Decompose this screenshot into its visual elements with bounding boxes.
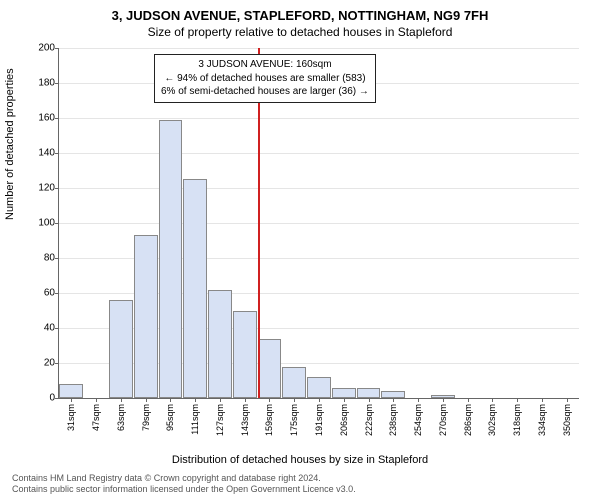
xtick-label: 286sqm xyxy=(463,404,473,436)
footer-line-1: Contains HM Land Registry data © Crown c… xyxy=(12,473,588,485)
ytick-label: 40 xyxy=(44,323,59,334)
gridline xyxy=(59,48,579,49)
xtick-label: 127sqm xyxy=(215,404,225,436)
xtick-mark xyxy=(319,398,320,402)
histogram-bar xyxy=(233,311,257,399)
histogram-bar xyxy=(183,179,207,398)
ytick-label: 160 xyxy=(38,113,59,124)
histogram-bar xyxy=(109,300,133,398)
xtick-label: 95sqm xyxy=(165,404,175,431)
chart-container: 3, JUDSON AVENUE, STAPLEFORD, NOTTINGHAM… xyxy=(0,0,600,500)
histogram-bar xyxy=(381,391,405,398)
histogram-bar xyxy=(159,120,183,398)
annotation-line-3: 6% of semi-detached houses are larger (3… xyxy=(161,85,369,99)
xtick-mark xyxy=(567,398,568,402)
histogram-bar xyxy=(282,367,306,399)
histogram-bar xyxy=(59,384,83,398)
xtick-mark xyxy=(492,398,493,402)
xtick-mark xyxy=(369,398,370,402)
ytick-label: 180 xyxy=(38,78,59,89)
xtick-label: 79sqm xyxy=(141,404,151,431)
gridline xyxy=(59,188,579,189)
xtick-label: 175sqm xyxy=(289,404,299,436)
xtick-mark xyxy=(393,398,394,402)
histogram-bar xyxy=(307,377,331,398)
xtick-label: 318sqm xyxy=(512,404,522,436)
xtick-label: 302sqm xyxy=(487,404,497,436)
gridline xyxy=(59,153,579,154)
xtick-mark xyxy=(220,398,221,402)
ytick-label: 0 xyxy=(49,393,59,404)
xtick-mark xyxy=(121,398,122,402)
xtick-label: 254sqm xyxy=(413,404,423,436)
ytick-label: 60 xyxy=(44,288,59,299)
xtick-mark xyxy=(542,398,543,402)
annotation-box: 3 JUDSON AVENUE: 160sqm ← 94% of detache… xyxy=(154,54,376,103)
y-axis-label: Number of detached properties xyxy=(4,68,16,220)
ytick-label: 20 xyxy=(44,358,59,369)
histogram-bar xyxy=(357,388,381,399)
histogram-bar xyxy=(332,388,356,399)
xtick-mark xyxy=(517,398,518,402)
gridline xyxy=(59,118,579,119)
xtick-label: 206sqm xyxy=(339,404,349,436)
chart-title: 3, JUDSON AVENUE, STAPLEFORD, NOTTINGHAM… xyxy=(0,0,600,23)
annotation-line-2: ← 94% of detached houses are smaller (58… xyxy=(161,72,369,86)
xtick-label: 63sqm xyxy=(116,404,126,431)
xtick-label: 47sqm xyxy=(91,404,101,431)
ytick-label: 200 xyxy=(38,43,59,54)
gridline xyxy=(59,223,579,224)
xtick-mark xyxy=(294,398,295,402)
footer-line-2: Contains public sector information licen… xyxy=(12,484,588,496)
xtick-mark xyxy=(269,398,270,402)
footer-text: Contains HM Land Registry data © Crown c… xyxy=(12,473,588,496)
xtick-mark xyxy=(146,398,147,402)
xtick-mark xyxy=(418,398,419,402)
xtick-label: 31sqm xyxy=(66,404,76,431)
x-axis-label: Distribution of detached houses by size … xyxy=(0,454,600,466)
xtick-mark xyxy=(245,398,246,402)
ytick-label: 100 xyxy=(38,218,59,229)
histogram-bar xyxy=(208,290,232,399)
plot-area: 02040608010012014016018020031sqm47sqm63s… xyxy=(58,48,579,399)
xtick-label: 238sqm xyxy=(388,404,398,436)
xtick-label: 222sqm xyxy=(364,404,374,436)
xtick-mark xyxy=(170,398,171,402)
ytick-label: 140 xyxy=(38,148,59,159)
xtick-mark xyxy=(344,398,345,402)
ytick-label: 80 xyxy=(44,253,59,264)
xtick-label: 350sqm xyxy=(562,404,572,436)
xtick-mark xyxy=(71,398,72,402)
xtick-label: 270sqm xyxy=(438,404,448,436)
xtick-mark xyxy=(96,398,97,402)
xtick-label: 159sqm xyxy=(264,404,274,436)
xtick-mark xyxy=(195,398,196,402)
xtick-label: 334sqm xyxy=(537,404,547,436)
xtick-label: 191sqm xyxy=(314,404,324,436)
xtick-mark xyxy=(468,398,469,402)
xtick-label: 143sqm xyxy=(240,404,250,436)
chart-subtitle: Size of property relative to detached ho… xyxy=(0,23,600,39)
annotation-line-1: 3 JUDSON AVENUE: 160sqm xyxy=(161,58,369,72)
histogram-bar xyxy=(134,235,158,398)
xtick-label: 111sqm xyxy=(190,404,200,435)
xtick-mark xyxy=(443,398,444,402)
histogram-bar xyxy=(258,339,282,399)
ytick-label: 120 xyxy=(38,183,59,194)
